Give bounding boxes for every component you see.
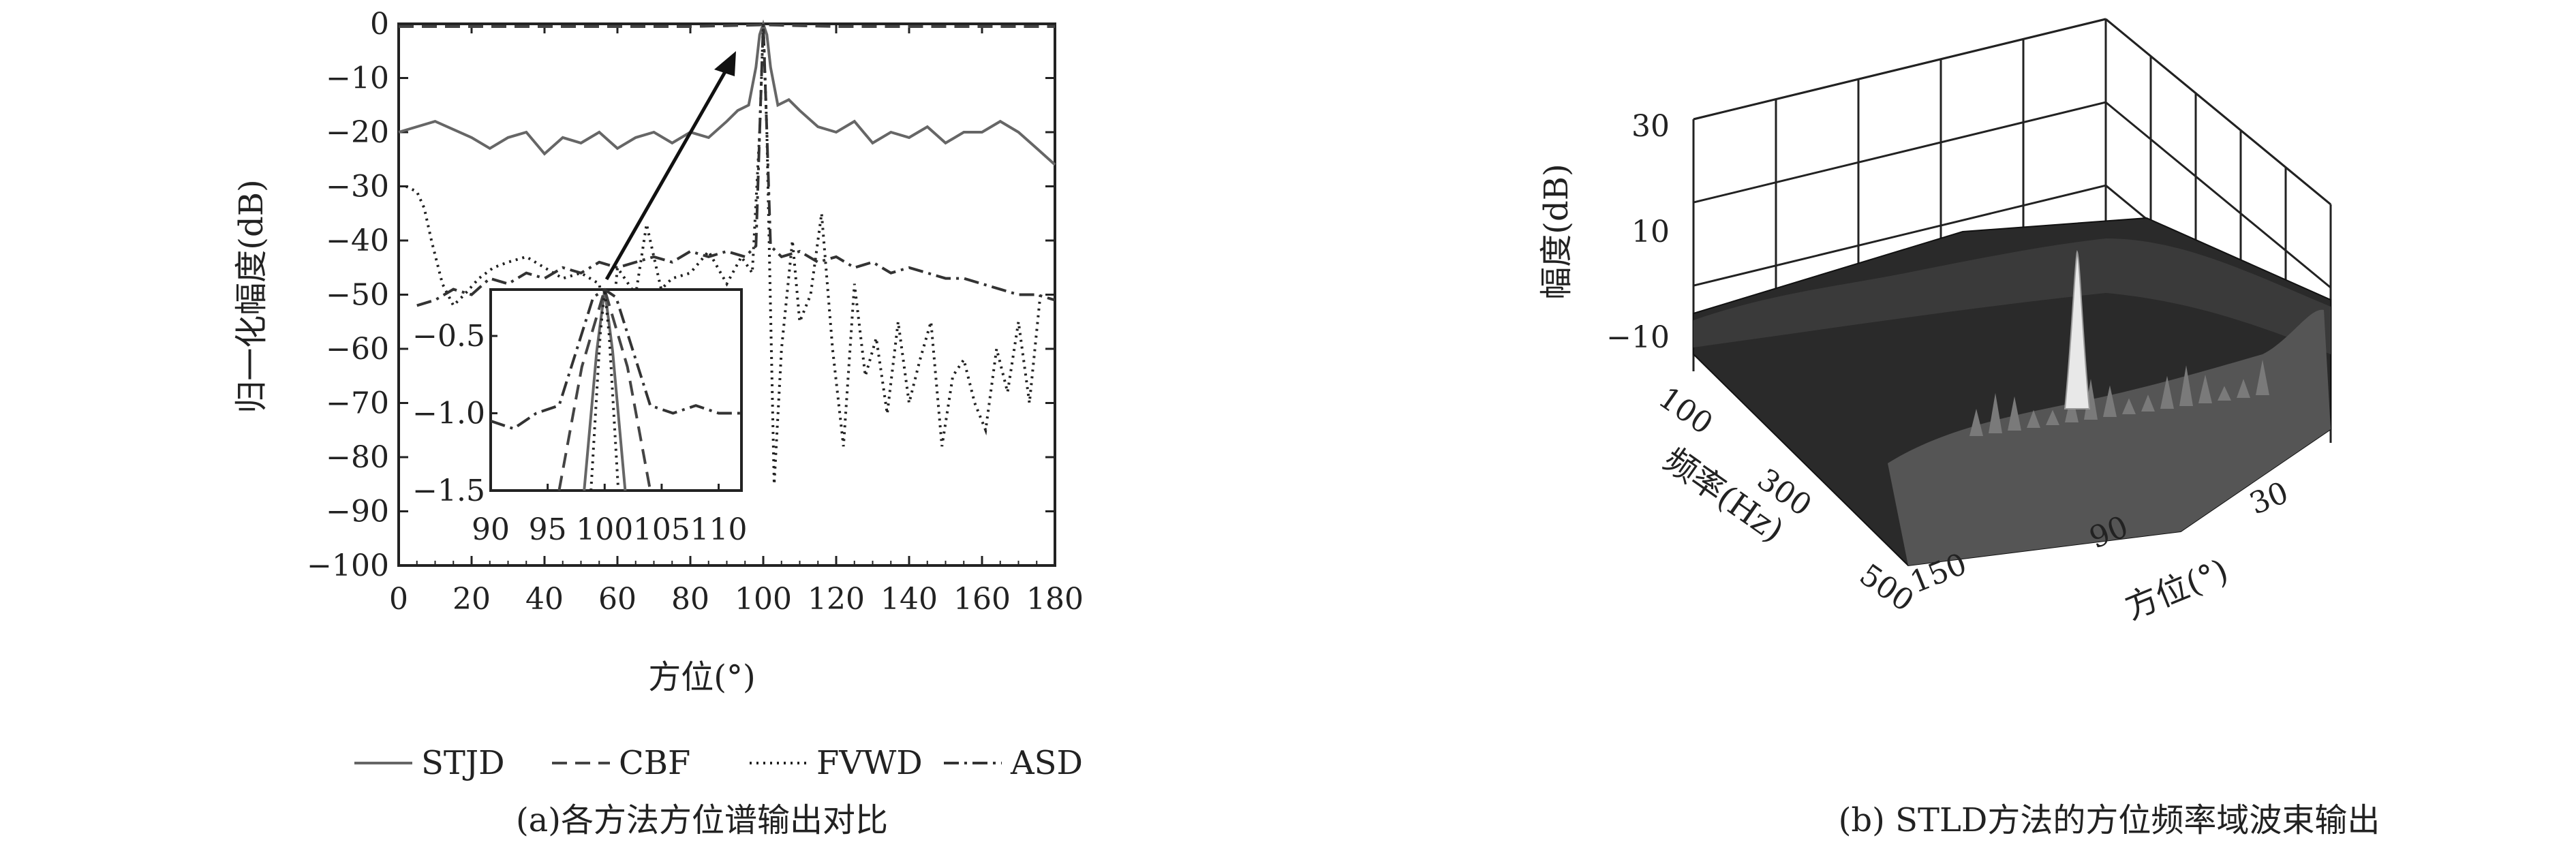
legend-label-fvwd: FVWD: [816, 744, 923, 782]
surface-ripple: [2237, 379, 2250, 398]
y-tick-label: −40: [326, 223, 389, 258]
x-tick-label: 60: [598, 582, 637, 617]
z-tick-label: −10: [1606, 320, 1670, 355]
legend-label-asd: ASD: [1010, 744, 1083, 782]
x-tick-label: 0: [389, 582, 408, 617]
y-tick-label: −10: [326, 61, 389, 96]
box-grid-horizontal-right: [2105, 18, 2331, 206]
surface-ripple: [2160, 375, 2174, 409]
surface-main-peak: [2064, 249, 2091, 409]
legend-label-stjd: STJD: [421, 744, 505, 782]
surface-ripple: [2084, 379, 2098, 420]
panel-b-surface: [1693, 217, 2331, 567]
x-tick-label: 80: [671, 582, 709, 617]
panel-b-z-axis-label: 幅度(dB): [1537, 164, 1576, 299]
box-grid-horizontal-left: [1693, 18, 2106, 121]
surface-ripple: [2046, 409, 2059, 425]
y-tick-label: −90: [326, 495, 389, 529]
inset-x-tick-label: 100: [576, 512, 633, 547]
surface-ripple: [2027, 409, 2040, 428]
x-tick-label: 140: [880, 582, 938, 617]
series-line-cbf: [399, 22, 1055, 28]
surface-ripple: [2218, 386, 2231, 401]
y-tick-label: 0: [370, 7, 389, 42]
x-tick-label: 40: [525, 582, 564, 617]
box-grid-horizontal-left: [1693, 101, 2106, 204]
panel-b-x-axis-label: 方位(°): [2120, 552, 2234, 627]
inset-x-tick-label: 90: [472, 512, 510, 547]
surface-ridge-far: [1693, 238, 2331, 354]
panel-a-x-ticks: 0 20 40 60 80 100 120 140 160 180: [389, 24, 1084, 617]
surface-ripple: [2179, 365, 2193, 406]
z-tick-label: 10: [1631, 215, 1670, 249]
series-line-stjd: [398, 19, 1056, 166]
surface-front-face: [1888, 309, 2331, 565]
panel-a-legend: STJD CBF FVWD ASD: [354, 744, 1083, 782]
x-tick-label: 120: [808, 582, 865, 617]
surface-ripple: [2141, 394, 2155, 412]
y-tick-label: −100: [307, 548, 389, 583]
legend-label-cbf: CBF: [619, 744, 690, 782]
box-grid-horizontal-right: [2105, 101, 2331, 289]
panel-a-chart: 0 20 40 60 80 100 120 140 160 180 0 −10 −20 −30 −40 −5…: [232, 7, 1084, 839]
panel-a-series: [398, 19, 1056, 484]
x-tick-label: 180: [1026, 582, 1084, 617]
zoom-arrow-head: [714, 51, 736, 76]
inset-cbf-curve: [557, 284, 652, 491]
panel-a-y-axis-label: 归一化幅度(dB): [232, 179, 271, 413]
surface-ripple: [2103, 385, 2117, 417]
y-tick-label: −60: [326, 332, 389, 367]
inset-x-tick-label: 95: [529, 512, 567, 547]
surface-ripple: [2256, 359, 2269, 395]
y-tick-label: −20: [326, 115, 389, 150]
y-tick-label: 100: [1652, 380, 1719, 441]
y-tick-label: −50: [326, 278, 389, 313]
surface-ripple: [1989, 392, 2002, 433]
series-line-fvwd: [405, 23, 1042, 484]
x-tick-label: 160: [953, 582, 1011, 617]
panel-a-y-ticks: 0 −10 −20 −30 −40 −50 −60 −70 −80 −90 −100: [307, 7, 1055, 583]
surface-ripple: [1969, 409, 1983, 436]
inset-asd-curve: [490, 288, 741, 431]
inset-y-tick-label: −1.0: [412, 397, 485, 431]
inset-y-tick-label: −0.5: [412, 319, 485, 354]
zoom-arrow: [604, 63, 731, 281]
inset-x-tick-label: 105: [633, 512, 690, 547]
y-tick-label: −70: [326, 386, 389, 421]
panel-a-inset: 90 95 100 105 110 −0.5 −1.0 −1.5: [412, 284, 748, 547]
z-tick-label: 30: [1631, 109, 1670, 144]
inset-x-tick-label: 110: [690, 512, 748, 547]
surface-ripple: [2122, 398, 2136, 414]
inset-y-tick-label: −1.5: [412, 474, 485, 508]
panel-b-caption: (b) STLD方法的方位频率域波束输出: [1839, 801, 2380, 839]
series-line-asd: [416, 23, 1056, 307]
panel-a-caption: (a)各方法方位谱输出对比: [516, 801, 888, 839]
x-tick-label: 20: [453, 582, 491, 617]
inset-fvwd-curve: [589, 289, 620, 491]
box-grid-horizontal-left: [1693, 184, 2106, 287]
panel-a-x-axis-label: 方位(°): [648, 658, 755, 696]
surface-ripple: [2198, 374, 2212, 403]
y-tick-label: −30: [326, 170, 389, 204]
y-tick-label: −80: [326, 440, 389, 475]
x-tick-label: 100: [735, 582, 792, 617]
surface-ripple: [2008, 396, 2021, 431]
